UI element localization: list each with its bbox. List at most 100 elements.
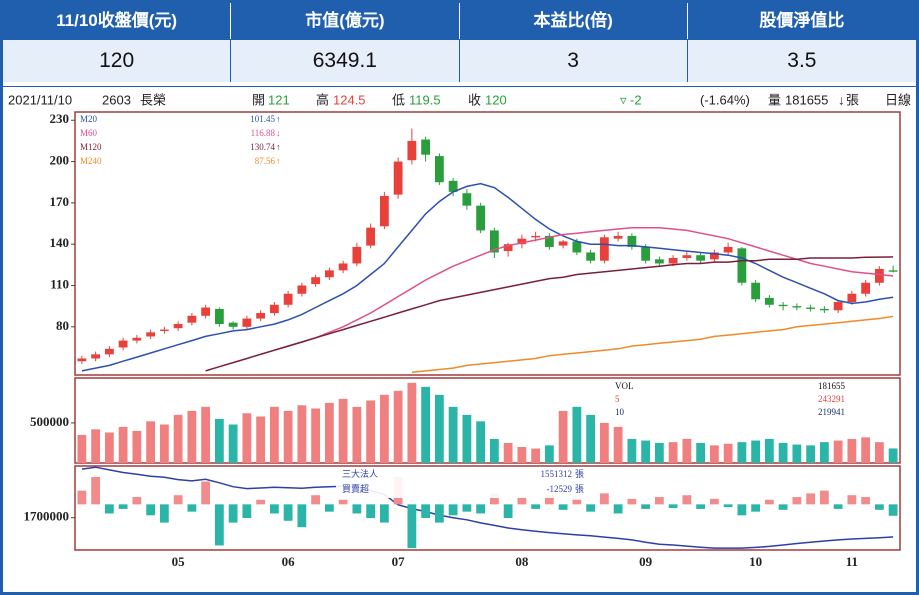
candle-body [586,252,596,261]
legend-value: 181655 [818,381,846,391]
legend-trend: ↑ [276,156,281,166]
legend-value: 1551312 [541,469,573,479]
legend-value: -12529 [547,484,573,494]
bar [324,504,334,512]
bar [861,437,871,463]
bar [806,493,816,505]
high-value: 124.5 [333,92,366,107]
legend-name: M120 [80,142,102,152]
candle-body [723,246,733,253]
bar [269,406,279,463]
candle-body [228,322,238,327]
bar [668,504,678,508]
bar [159,504,169,523]
bar [311,495,321,505]
legend-unit: 張 [575,469,584,479]
bar [352,504,362,514]
x-tick-label: 11 [846,554,858,569]
candle-body [861,282,871,294]
bar [572,406,582,463]
x-tick-label: 09 [639,554,653,569]
x-tick-label: 06 [282,554,296,569]
bar [558,410,568,463]
bar [751,440,761,463]
candle-body [118,340,128,348]
value-cell: 120 [3,39,232,82]
open-value: 121 [268,92,290,107]
ma-line [205,256,894,372]
bar [311,408,321,463]
candle-body [407,140,417,161]
candle-body [792,306,802,308]
bar [682,495,692,505]
bar [792,444,802,463]
bar [847,438,857,463]
bar [283,410,293,463]
volume-label: 量 [768,92,781,107]
bar [256,416,266,463]
bar [434,504,444,523]
panel-frame [74,111,901,376]
candle-body [352,246,362,264]
bar [819,490,829,505]
bar [806,445,816,463]
candle-body [379,195,389,227]
bar [366,400,376,463]
bar [737,504,747,516]
period: 日線 [885,92,911,107]
x-tick-label: 05 [172,554,186,569]
candle-body [503,244,513,252]
candle-body [91,354,101,359]
divider [3,86,916,87]
candle-body [517,238,527,245]
bar [517,497,527,505]
bar [709,445,719,463]
candle-body [324,270,334,278]
bar [201,481,211,505]
candle-body [421,139,431,155]
bar [214,418,224,463]
close-label: 收 [468,92,481,107]
bar [668,442,678,463]
bar [696,504,706,509]
bar [407,504,417,549]
candle-body [201,307,211,316]
change-pct: (-1.64%) [700,92,750,107]
change-symbol: ▿ [620,92,627,107]
candle-body [613,235,623,239]
bar [476,504,486,514]
legend-name: 買賣超 [342,483,369,494]
bar [641,504,651,509]
candle-body [338,263,348,271]
bar [723,443,733,463]
bar [751,504,761,512]
legend-value: 116.88 [251,128,276,138]
bar [104,504,114,514]
bar [104,432,114,463]
bar [654,442,664,463]
candle-body [558,241,568,246]
bar [861,497,871,505]
candle-body [627,235,637,247]
x-tick-label: 07 [392,554,406,569]
candle-body [297,285,307,294]
bar [187,504,197,512]
panel-frame [74,465,901,551]
bar [503,442,513,463]
legend-trend: ↓ [276,128,281,138]
bar [654,497,664,505]
candle-body [448,180,458,192]
bar [847,495,857,505]
legend-value: 130.74 [250,142,275,152]
candle-body [682,255,692,258]
candle-body [819,308,829,311]
bar [599,422,609,463]
bar [118,426,128,463]
candle-body [572,241,582,253]
header-cell: 市值(億元) [231,3,460,39]
bar [379,504,389,523]
legend-value: 101.45 [250,114,275,124]
y-tick-label: 80 [56,318,69,333]
